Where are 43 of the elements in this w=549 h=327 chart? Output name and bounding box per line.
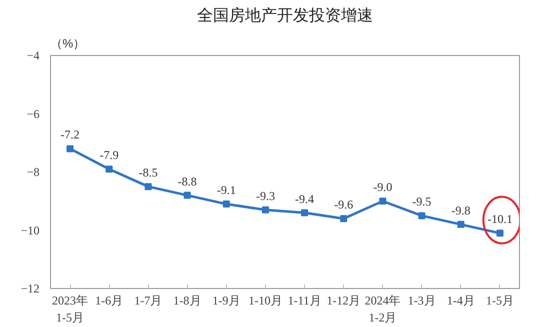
point [222, 200, 230, 208]
x-tick-label: 1-3月 [408, 294, 436, 308]
data-label: -9.4 [295, 192, 314, 206]
point [301, 209, 308, 216]
y-tick-label: −8 [26, 165, 40, 179]
data-label: -9.1 [216, 183, 236, 198]
data-label: -7.9 [100, 148, 119, 162]
chart-title: 全国房地产开发投资增速 [197, 6, 373, 24]
point [184, 192, 191, 199]
data-label: -8.5 [138, 166, 158, 180]
point [457, 220, 464, 228]
data-label: -9.8 [451, 203, 470, 218]
x-tick-label: 1-4月 [446, 294, 475, 308]
point [144, 183, 152, 190]
point [379, 198, 386, 205]
point [106, 166, 113, 173]
data-label: -8.8 [178, 174, 197, 188]
y-tick-label: −4 [26, 48, 40, 62]
data-label: -9.0 [373, 180, 392, 194]
x-tick-label: 1-12月 [326, 294, 361, 308]
data-label: -7.2 [60, 128, 80, 142]
x-tick-label: 1-8月 [173, 294, 202, 308]
point [340, 215, 348, 222]
point [66, 145, 74, 152]
x-tick-label: 1-9月 [212, 294, 240, 308]
data-label: -9.5 [412, 194, 432, 209]
y-tick-label: −6 [26, 106, 40, 121]
point [418, 212, 426, 220]
x-tick-label: 1-7月 [134, 294, 162, 308]
data-label: -10.1 [487, 212, 512, 226]
x-tick-label: 2023年 1-5月 [52, 294, 88, 324]
data-label: -9.3 [256, 188, 275, 203]
x-tick-label: 2024年 1-2月 [364, 294, 401, 324]
point [262, 206, 269, 214]
x-tick-label: 1-11月 [288, 294, 322, 308]
y-tick-label: −10 [20, 223, 40, 238]
y-axis-title: （%） [50, 36, 86, 50]
x-tick-label: 1-5月 [486, 294, 514, 308]
x-tick-label: 1-10月 [248, 294, 282, 308]
y-tick-label: −12 [20, 282, 40, 296]
point [496, 230, 504, 237]
data-label: -9.6 [334, 198, 354, 212]
x-tick-label: 1-6月 [95, 294, 124, 308]
